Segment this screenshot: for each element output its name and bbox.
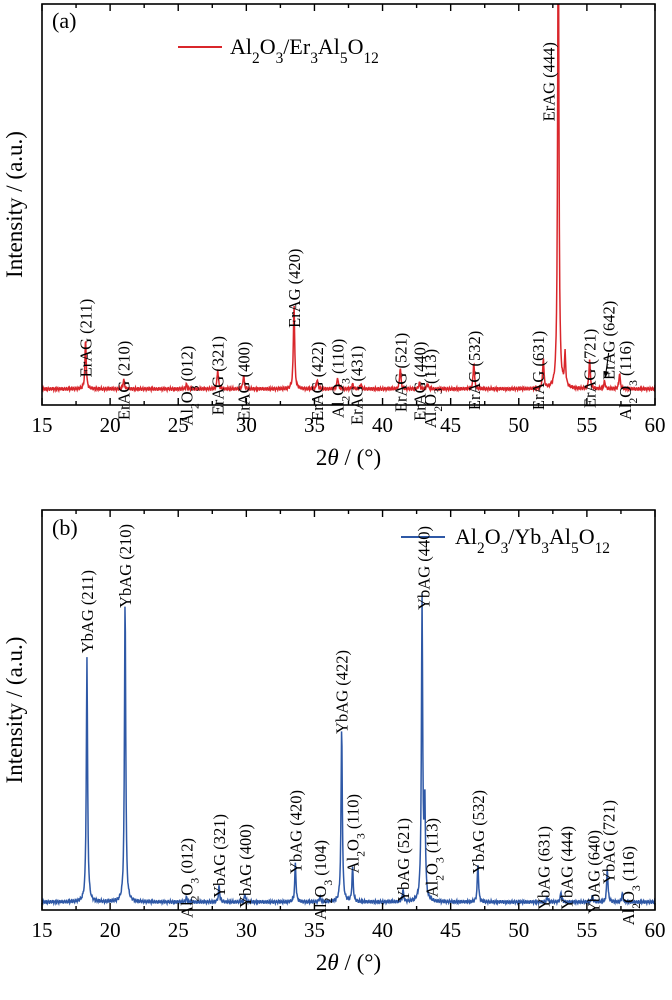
peak-label: ErAG (444)	[540, 42, 559, 121]
x-tick-label: 20	[100, 413, 121, 437]
peak-label: ErAG (422)	[308, 342, 327, 421]
x-tick-label: 50	[508, 918, 529, 942]
peak-label: YbAG (321)	[210, 814, 229, 898]
x-tick-label: 25	[168, 413, 189, 437]
x-tick-label: 40	[372, 918, 393, 942]
peak-label: YbAG (631)	[534, 826, 553, 910]
peak-label: YbAG (640)	[585, 830, 604, 914]
x-tick-label: 45	[440, 918, 461, 942]
x-tick-label: 40	[372, 413, 393, 437]
arrow-head	[603, 370, 609, 378]
peak-label: YbAG (420)	[286, 790, 305, 874]
plot-frame	[41, 3, 656, 406]
x-tick-label: 45	[440, 413, 461, 437]
x-axis-label: 2θ / (°)	[316, 950, 381, 975]
peak-label: ErAG (210)	[115, 341, 134, 420]
x-tick-label: 30	[236, 918, 257, 942]
x-tick-label: 30	[236, 413, 257, 437]
panel-label: (b)	[52, 515, 78, 540]
peak-label: ErAG (521)	[391, 333, 410, 412]
x-tick-label: 35	[304, 918, 325, 942]
peak-label: Al2O3 (110)	[329, 339, 353, 418]
peak-label: Al2O3 (113)	[421, 349, 445, 428]
peak-label: YbAG (721)	[600, 800, 619, 884]
peak-label: ErAG (440)	[410, 342, 429, 421]
x-tick-label: 25	[168, 918, 189, 942]
peak-label: ErAG (642)	[600, 301, 619, 380]
peak-label: YbAG (532)	[469, 790, 488, 874]
spectrum-line-b	[42, 593, 655, 907]
legend-entry: Al2O3/Er3Al5O12	[230, 34, 379, 67]
x-tick-label: 55	[576, 918, 597, 942]
peak-label: YbAG (521)	[394, 818, 413, 902]
peak-label: YbAG (422)	[333, 650, 352, 734]
x-tick-label: 60	[645, 918, 666, 942]
peak-label: Al2O3 (116)	[619, 846, 643, 925]
peak-label: Al2O3 (012)	[177, 838, 201, 918]
peak-label: ErAG (321)	[209, 336, 228, 415]
panel-a: 15 20 25 30 35 40 45 50 55 60 2θ / (°) Intensity / …	[2, 3, 666, 470]
x-axis-label: 2θ / (°)	[316, 445, 381, 470]
peak-label: Al2O3 (012)	[177, 346, 201, 426]
peak-label: ErAG (631)	[529, 331, 548, 410]
y-axis-label: Intensity / (a.u.)	[2, 131, 27, 278]
peak-label: YbAG (210)	[116, 524, 135, 608]
legend-entry: Al2O3/Yb3Al5O12	[455, 524, 610, 557]
peak-label: Al2O3 (113)	[423, 818, 447, 897]
peak-label: ErAG (532)	[465, 331, 484, 410]
spectrum-line-a	[42, 4, 655, 394]
peak-label: Al2O3 (104)	[311, 840, 335, 920]
x-tick-label: 15	[32, 413, 53, 437]
peak-label: YbAG (211)	[78, 570, 97, 653]
peak-label: ErAG (721)	[581, 329, 600, 408]
peak-label: ErAG (211)	[77, 299, 96, 378]
panel-label: (a)	[52, 8, 76, 33]
y-axis-label: Intensity / (a.u.)	[2, 637, 27, 784]
peak-label: YbAG (444)	[558, 826, 577, 910]
x-tick-label: 20	[100, 918, 121, 942]
peak-label: YbAG (400)	[236, 824, 255, 908]
x-tick-label: 50	[508, 413, 529, 437]
peak-label: YbAG (440)	[414, 526, 433, 610]
x-tick-label: 55	[576, 413, 597, 437]
peak-label: ErAG (420)	[285, 249, 304, 328]
peak-label: ErAG (400)	[235, 342, 254, 421]
peak-label: ErAG (431)	[348, 346, 367, 425]
x-tick-label: 60	[645, 413, 666, 437]
x-tick-label: 35	[304, 413, 325, 437]
peak-label: Al2O3 (110)	[344, 794, 368, 873]
peak-label: Al2O3 (116)	[616, 341, 640, 420]
x-tick-label: 15	[32, 918, 53, 942]
panel-b: 15 20 25 30 35 40 45 50 55 60 2θ / (°) Intensity / …	[2, 509, 666, 975]
